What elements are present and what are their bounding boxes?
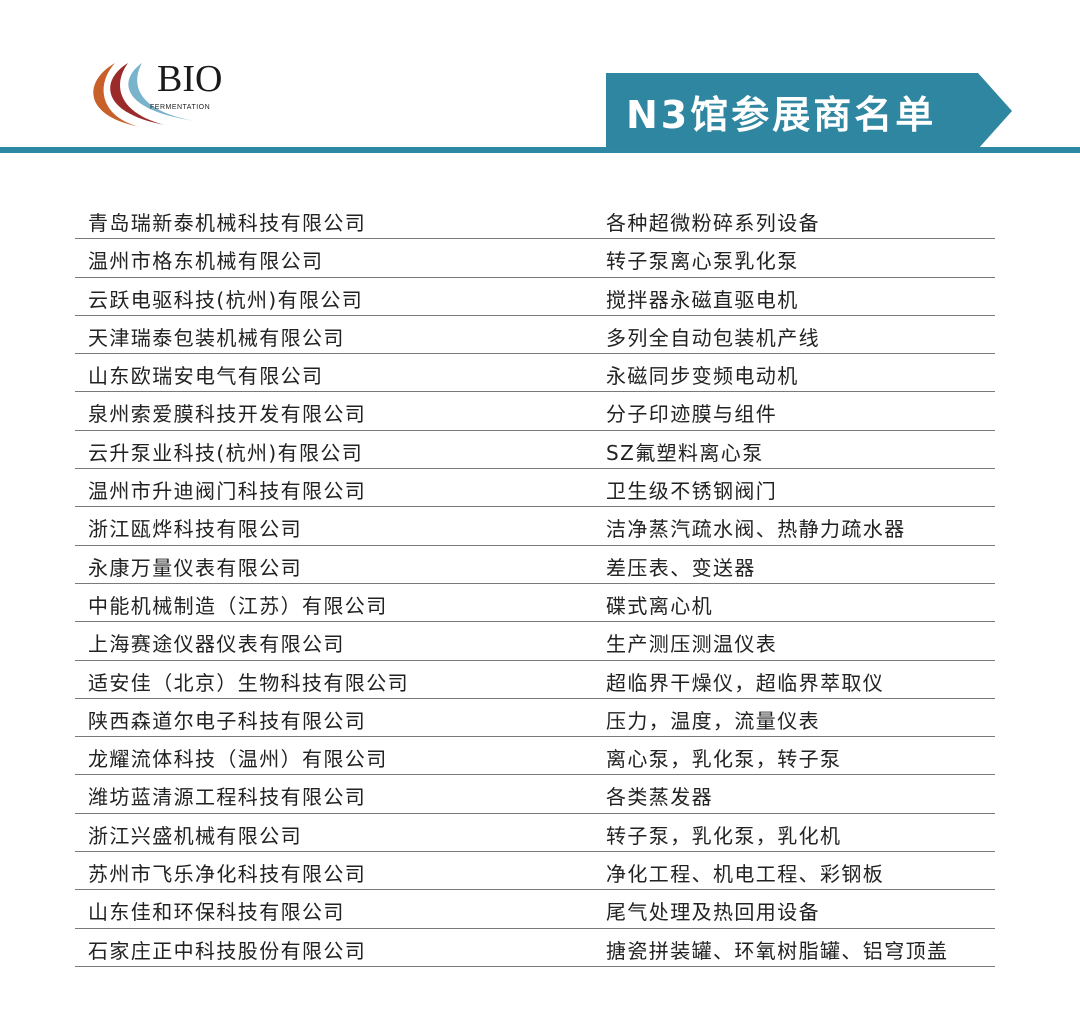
company-name: 云跃电驱科技(杭州)有限公司 bbox=[88, 287, 364, 312]
company-name: 陕西森道尔电子科技有限公司 bbox=[88, 708, 367, 733]
company-name: 云升泵业科技(杭州)有限公司 bbox=[88, 440, 364, 465]
product-description: 转子泵离心泵乳化泵 bbox=[606, 249, 799, 274]
product-description: 超临界干燥仪，超临界萃取仪 bbox=[606, 670, 885, 695]
exhibitor-row: 陕西森道尔电子科技有限公司 压力，温度，流量仪表 bbox=[75, 699, 995, 738]
exhibitor-row: 潍坊蓝清源工程科技有限公司 各类蒸发器 bbox=[75, 775, 995, 814]
exhibitor-row: 苏州市飞乐净化科技有限公司 净化工程、机电工程、彩钢板 bbox=[75, 852, 995, 891]
company-name: 龙耀流体科技（温州）有限公司 bbox=[88, 747, 388, 772]
product-description: 分子印迹膜与组件 bbox=[606, 402, 778, 427]
header-rule bbox=[0, 147, 1080, 153]
product-description: 多列全自动包装机产线 bbox=[606, 325, 820, 350]
product-description: 转子泵，乳化泵，乳化机 bbox=[606, 823, 842, 848]
exhibitor-row: 温州市格东机械有限公司 转子泵离心泵乳化泵 bbox=[75, 239, 995, 278]
company-name: 苏州市飞乐净化科技有限公司 bbox=[88, 862, 367, 887]
logo-subtext: FERMENTATION bbox=[150, 104, 211, 111]
exhibitor-row: 云升泵业科技(杭州)有限公司 SZ氟塑料离心泵 bbox=[75, 431, 995, 470]
exhibitor-row: 中能机械制造（江苏）有限公司 碟式离心机 bbox=[75, 584, 995, 623]
company-name: 中能机械制造（江苏）有限公司 bbox=[88, 593, 388, 618]
company-name: 上海赛途仪器仪表有限公司 bbox=[88, 632, 345, 657]
exhibitor-row: 浙江兴盛机械有限公司 转子泵，乳化泵，乳化机 bbox=[75, 814, 995, 853]
company-name: 山东欧瑞安电气有限公司 bbox=[88, 364, 324, 389]
product-description: 离心泵，乳化泵，转子泵 bbox=[606, 747, 842, 772]
exhibitor-row: 浙江瓯烨科技有限公司 洁净蒸汽疏水阀、热静力疏水器 bbox=[75, 507, 995, 546]
product-description: 各种超微粉碎系列设备 bbox=[606, 211, 820, 235]
exhibitor-row: 青岛瑞新泰机械科技有限公司 各种超微粉碎系列设备 bbox=[75, 201, 995, 240]
company-name: 适安佳（北京）生物科技有限公司 bbox=[88, 670, 409, 695]
exhibitor-row: 云跃电驱科技(杭州)有限公司 搅拌器永磁直驱电机 bbox=[75, 278, 995, 316]
product-description: 搅拌器永磁直驱电机 bbox=[606, 287, 799, 312]
product-description: 碟式离心机 bbox=[606, 593, 713, 618]
product-description: 永磁同步变频电动机 bbox=[606, 364, 799, 389]
company-name: 天津瑞泰包装机械有限公司 bbox=[88, 325, 345, 350]
product-description: 卫生级不锈钢阀门 bbox=[606, 479, 778, 504]
exhibitor-row: 温州市升迪阀门科技有限公司 卫生级不锈钢阀门 bbox=[75, 469, 995, 508]
company-name: 泉州索爱膜科技开发有限公司 bbox=[88, 402, 367, 427]
company-name: 石家庄正中科技股份有限公司 bbox=[88, 938, 367, 963]
exhibitor-row: 适安佳（北京）生物科技有限公司 超临界干燥仪，超临界萃取仪 bbox=[75, 661, 995, 699]
exhibitor-row: 上海赛途仪器仪表有限公司 生产测压测温仪表 bbox=[75, 622, 995, 661]
title-banner bbox=[606, 73, 1012, 149]
product-description: 各类蒸发器 bbox=[606, 785, 713, 810]
company-name: 永康万量仪表有限公司 bbox=[88, 555, 302, 580]
product-description: 压力，温度，流量仪表 bbox=[606, 708, 820, 733]
exhibitor-row: 石家庄正中科技股份有限公司 搪瓷拼装罐、环氧树脂罐、铝穹顶盖 bbox=[75, 929, 995, 967]
product-description: 搪瓷拼装罐、环氧树脂罐、铝穹顶盖 bbox=[606, 938, 949, 963]
product-description: 生产测压测温仪表 bbox=[606, 632, 778, 657]
company-name: 温州市格东机械有限公司 bbox=[88, 249, 324, 274]
company-name: 山东佳和环保科技有限公司 bbox=[88, 900, 345, 925]
company-name: 温州市升迪阀门科技有限公司 bbox=[88, 479, 367, 504]
exhibitor-list: 青岛瑞新泰机械科技有限公司 各种超微粉碎系列设备温州市格东机械有限公司 转子泵离心泵… bbox=[75, 201, 995, 967]
product-description: 洁净蒸汽疏水阀、热静力疏水器 bbox=[606, 517, 906, 542]
product-description: 尾气处理及热回用设备 bbox=[606, 900, 820, 925]
exhibitor-row: 龙耀流体科技（温州）有限公司 离心泵，乳化泵，转子泵 bbox=[75, 737, 995, 776]
product-description: SZ氟塑料离心泵 bbox=[606, 440, 764, 465]
logo-text: BIO bbox=[157, 58, 223, 100]
page-title: N3馆参展商名单 bbox=[626, 93, 937, 137]
product-description: 差压表、变送器 bbox=[606, 555, 756, 580]
company-name: 浙江瓯烨科技有限公司 bbox=[88, 517, 302, 542]
exhibitor-row: 永康万量仪表有限公司 差压表、变送器 bbox=[75, 546, 995, 584]
company-name: 青岛瑞新泰机械科技有限公司 bbox=[88, 211, 367, 235]
company-name: 潍坊蓝清源工程科技有限公司 bbox=[88, 785, 367, 810]
product-description: 净化工程、机电工程、彩钢板 bbox=[606, 862, 885, 887]
exhibitor-row: 泉州索爱膜科技开发有限公司 分子印迹膜与组件 bbox=[75, 392, 995, 431]
company-name: 浙江兴盛机械有限公司 bbox=[88, 823, 302, 848]
bio-fermentation-logo bbox=[93, 63, 195, 127]
exhibitor-row: 山东佳和环保科技有限公司 尾气处理及热回用设备 bbox=[75, 890, 995, 929]
exhibitor-row: 天津瑞泰包装机械有限公司 多列全自动包装机产线 bbox=[75, 316, 995, 355]
exhibitor-row: 山东欧瑞安电气有限公司 永磁同步变频电动机 bbox=[75, 354, 995, 393]
